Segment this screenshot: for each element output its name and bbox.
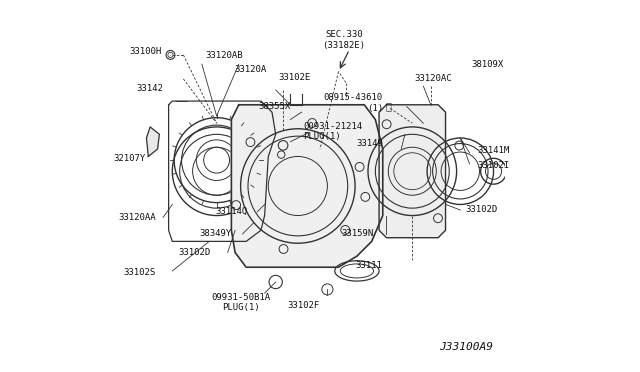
Polygon shape (232, 105, 383, 267)
Text: 33102I: 33102I (477, 161, 509, 170)
Text: 33100H: 33100H (130, 47, 162, 56)
Polygon shape (147, 127, 159, 157)
Text: J33100A9: J33100A9 (440, 342, 493, 352)
Text: 33149: 33149 (356, 139, 383, 148)
Text: 38355X: 38355X (258, 102, 291, 111)
Text: 33142: 33142 (136, 84, 163, 93)
Text: 33102F: 33102F (288, 301, 320, 311)
Text: 38109X: 38109X (472, 60, 504, 69)
Text: 33120A: 33120A (234, 65, 266, 74)
Text: 33120AC: 33120AC (414, 74, 452, 83)
Text: 00931-21214
PLUG(1): 00931-21214 PLUG(1) (303, 122, 362, 141)
Text: 33120AB: 33120AB (205, 51, 243, 60)
Text: SEC.330
(33182E): SEC.330 (33182E) (323, 31, 365, 50)
Polygon shape (379, 105, 445, 238)
Text: 09931-50B1A
PLUG(1): 09931-50B1A PLUG(1) (211, 293, 270, 312)
Text: 33114Q: 33114Q (216, 207, 248, 217)
Text: 33102E: 33102E (278, 73, 311, 81)
Text: 38349Y: 38349Y (199, 230, 232, 238)
Text: 33141M: 33141M (477, 147, 509, 155)
Text: 33102D: 33102D (179, 248, 211, 257)
Text: 32107Y: 32107Y (113, 154, 146, 163)
Text: 33102S: 33102S (124, 268, 156, 277)
Text: 33111: 33111 (355, 261, 382, 270)
Text: 33120AA: 33120AA (118, 213, 156, 222)
Text: Ⓦ: Ⓦ (385, 102, 391, 112)
Text: 08915-43610
(1): 08915-43610 (1) (324, 93, 383, 113)
Text: 33102D: 33102D (466, 205, 498, 215)
Text: 33159N: 33159N (341, 230, 374, 238)
